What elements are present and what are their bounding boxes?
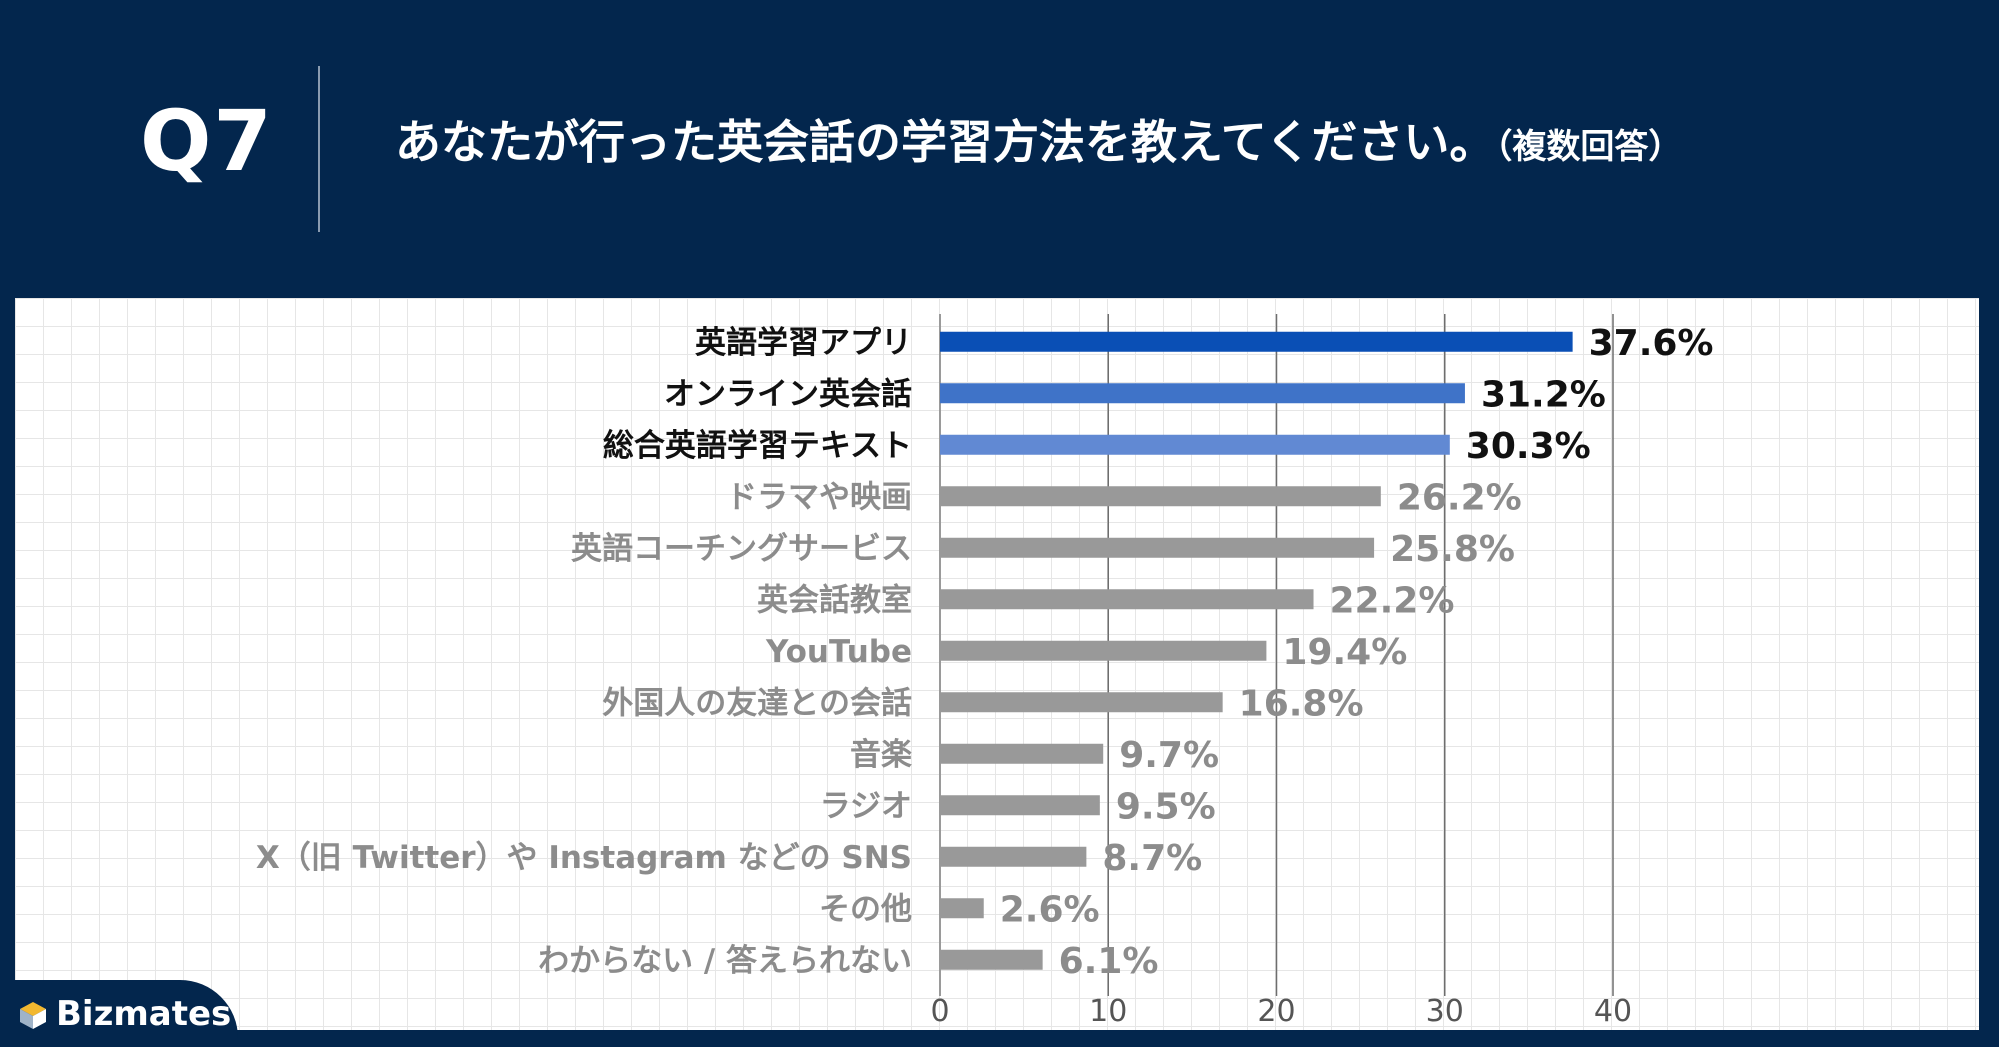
x-tick-label-20: 20 <box>1257 994 1295 1029</box>
x-tick-label-0: 0 <box>930 994 949 1029</box>
category-label: 英語コーチングサービス <box>571 531 912 567</box>
value-label: 26.2% <box>1397 477 1522 518</box>
category-label: 外国人の友達との会話 <box>602 685 912 721</box>
logo-text: Bizmates <box>56 994 232 1034</box>
value-label: 16.8% <box>1239 683 1364 724</box>
category-label: オンライン英会話 <box>664 376 912 412</box>
category-label: ドラマや映画 <box>726 479 912 515</box>
value-label: 9.5% <box>1116 786 1216 827</box>
bar <box>940 692 1223 713</box>
bar <box>940 949 1043 970</box>
category-label: 英会話教室 <box>757 582 912 618</box>
category-label: ラジオ <box>820 788 912 824</box>
bar <box>940 640 1267 661</box>
bar <box>940 434 1450 455</box>
value-label: 9.7% <box>1119 735 1219 776</box>
value-label: 19.4% <box>1282 632 1407 673</box>
value-label: 8.7% <box>1102 838 1202 879</box>
value-label: 30.3% <box>1466 426 1591 467</box>
bar <box>940 589 1314 610</box>
bar <box>940 383 1465 404</box>
value-label: 22.2% <box>1330 580 1455 621</box>
value-label: 25.8% <box>1390 529 1515 570</box>
question-note: （複数回答） <box>1495 127 1683 167</box>
bar <box>940 331 1573 352</box>
category-label: 総合英語学習テキスト <box>603 428 912 464</box>
x-tick-label-30: 30 <box>1426 994 1464 1029</box>
category-label: YouTube <box>765 634 912 670</box>
x-tick-label-10: 10 <box>1089 994 1127 1029</box>
bar <box>940 537 1375 558</box>
category-label: X（旧 Twitter）や Instagram などの SNS <box>256 840 912 876</box>
chart-panel: 0 10 20 30 40 英語学習アプリ 37.6% オンライン英会話 31.2% 総合英語学習… <box>15 298 1979 1030</box>
x-tick-label-40: 40 <box>1594 994 1632 1029</box>
bar <box>940 743 1104 764</box>
bar <box>940 846 1087 867</box>
question-number: Q7 <box>140 92 274 190</box>
bar <box>940 486 1381 507</box>
bar <box>940 795 1100 816</box>
value-label: 37.6% <box>1589 323 1714 364</box>
category-label: わからない / 答えられない <box>538 943 912 979</box>
header-divider <box>318 66 320 232</box>
value-label: 2.6% <box>1000 889 1100 930</box>
header: Q7 あなたが行った英会話の学習方法を教えてください。（複数回答） <box>0 0 1999 298</box>
brand-logo: Bizmates <box>0 980 238 1047</box>
value-label: 6.1% <box>1059 941 1159 982</box>
value-label: 31.2% <box>1481 374 1606 415</box>
category-label: 英語学習アプリ <box>695 325 912 361</box>
cube-icon <box>20 1002 46 1029</box>
bar <box>940 898 984 919</box>
bar-chart: 0 10 20 30 40 英語学習アプリ 37.6% オンライン英会話 31.2% 総合英語学習… <box>256 314 1714 1029</box>
category-label: 音楽 <box>850 737 912 773</box>
question-main: あなたが行った英会話の学習方法を教えてください。 <box>395 115 1496 169</box>
question-text: あなたが行った英会話の学習方法を教えてください。（複数回答） <box>395 106 1682 172</box>
category-label: その他 <box>819 891 912 927</box>
